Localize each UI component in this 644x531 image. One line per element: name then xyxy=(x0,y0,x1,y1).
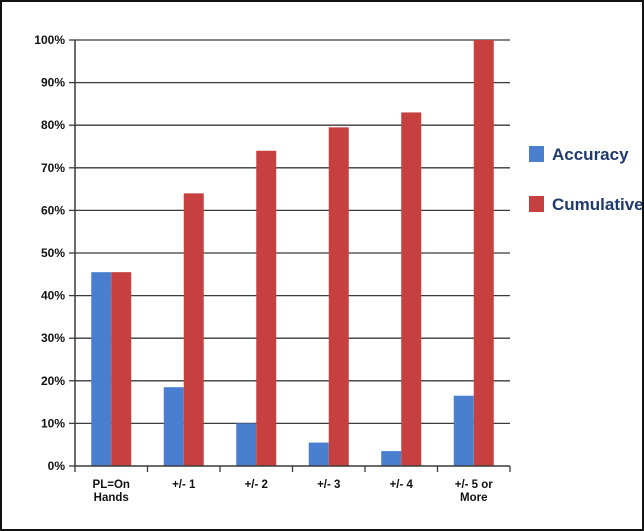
bar-accuracy-5 xyxy=(453,395,474,466)
bar-accuracy-3 xyxy=(308,442,329,466)
x-tick-label-line: +/- 3 xyxy=(317,479,340,491)
axes xyxy=(69,39,511,472)
x-tick-label: +/- 2 xyxy=(245,479,268,491)
y-tick-label: 30% xyxy=(41,331,65,345)
x-axis-labels: PL=On Hands +/- 1 +/- 2 +/- 3 +/- 4 +/- 5 or Mo… xyxy=(93,479,494,504)
bar-accuracy-0 xyxy=(91,272,112,466)
y-tick-label: 50% xyxy=(41,246,65,260)
y-tick-label: 80% xyxy=(41,118,65,132)
bar-accuracy-1 xyxy=(163,387,184,466)
y-axis-ticks: 0% 10% 20% 30% 40% 50% 60% 70% 80% 90% 100% xyxy=(34,33,65,473)
y-tick-label: 90% xyxy=(41,76,65,90)
bar-cumulative-5 xyxy=(473,40,494,466)
x-tick-label-line: +/- 4 xyxy=(390,479,414,491)
bar-cumulative-1 xyxy=(183,193,204,467)
x-tick-label: +/- 3 xyxy=(317,479,340,491)
legend-label-accuracy: Accuracy xyxy=(552,145,629,164)
bar-cumulative-2 xyxy=(256,150,277,466)
x-tick-label-line: More xyxy=(460,492,487,504)
legend: Accuracy Cumulative xyxy=(529,145,642,214)
bar-accuracy-2 xyxy=(236,423,257,466)
x-tick-label: PL=On Hands xyxy=(93,479,130,504)
legend-swatch-accuracy xyxy=(529,146,544,162)
bars xyxy=(91,40,494,467)
x-tick-label-line: PL=On xyxy=(93,479,130,491)
y-tick-label: 0% xyxy=(48,459,66,473)
x-tick-label-line: Hands xyxy=(94,492,129,504)
y-tick-label: 10% xyxy=(41,416,65,430)
y-tick-label: 20% xyxy=(41,374,65,388)
legend-label-cumulative: Cumulative xyxy=(552,195,642,214)
y-tick-label: 70% xyxy=(41,161,65,175)
x-tick-label-line: +/- 5 or xyxy=(455,479,494,491)
legend-swatch-cumulative xyxy=(529,196,544,212)
x-tick-label-line: +/- 2 xyxy=(245,479,268,491)
x-tick-label-line: +/- 1 xyxy=(172,479,196,491)
grid xyxy=(75,39,510,425)
bar-cumulative-4 xyxy=(401,112,422,467)
x-tick-label: +/- 1 xyxy=(172,479,196,491)
bar-cumulative-3 xyxy=(328,127,349,466)
y-tick-label: 60% xyxy=(41,203,65,217)
x-tick-label: +/- 4 xyxy=(390,479,414,491)
y-tick-label: 100% xyxy=(34,33,65,47)
y-tick-label: 40% xyxy=(41,289,65,303)
bar-accuracy-4 xyxy=(381,451,402,466)
bar-cumulative-0 xyxy=(111,272,132,466)
x-tick-label: +/- 5 or More xyxy=(455,479,494,504)
